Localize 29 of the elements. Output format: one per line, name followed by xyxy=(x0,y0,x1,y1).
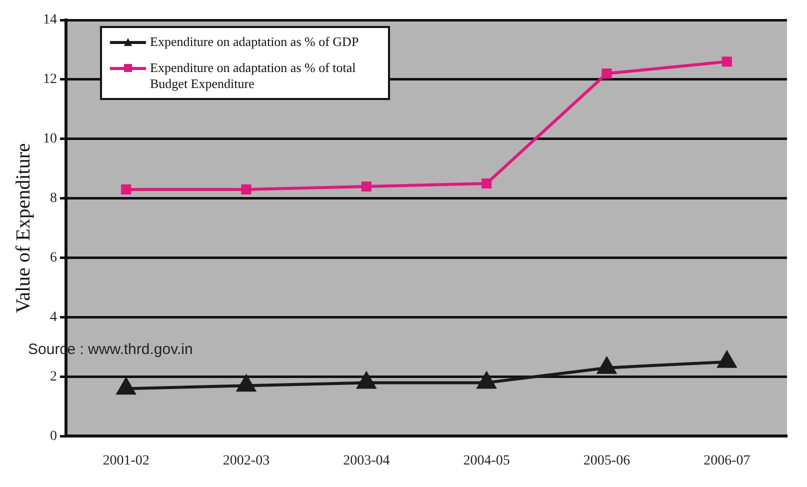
point xyxy=(482,178,492,189)
point xyxy=(597,357,616,374)
x-tick-label: 2001-02 xyxy=(102,453,150,468)
legend-label: Expenditure on adaptation as % of total Budget Expenditure xyxy=(150,60,357,92)
y-tick-label: 8 xyxy=(50,191,57,206)
y-tick-label: 4 xyxy=(50,310,57,325)
point xyxy=(722,56,732,67)
x-tick-label: 2002-03 xyxy=(222,453,270,468)
point xyxy=(241,184,252,194)
point xyxy=(361,181,372,192)
point xyxy=(116,378,136,395)
x-tick-label: 2005-06 xyxy=(583,453,630,468)
y-axis-title: Value of Expenditure xyxy=(12,143,34,314)
x-tick-label: 2006-07 xyxy=(704,453,750,468)
y-tick-label: 12 xyxy=(43,72,57,88)
y-tick-label: 0 xyxy=(50,428,57,444)
point xyxy=(121,184,132,194)
y-tick-label: 14 xyxy=(43,12,57,28)
y-tick-label: 2 xyxy=(50,369,57,384)
y-tick-label: 10 xyxy=(43,132,57,147)
y-tick-label: 6 xyxy=(50,250,57,266)
legend-label: Expenditure on adaptation as % of GDP xyxy=(150,34,359,50)
point xyxy=(477,372,496,389)
point xyxy=(357,372,376,389)
point xyxy=(718,351,736,368)
x-tick-label: 2004-05 xyxy=(463,453,510,468)
point xyxy=(236,375,256,392)
x-tick-label: 2003-04 xyxy=(343,453,390,468)
point xyxy=(602,68,612,79)
